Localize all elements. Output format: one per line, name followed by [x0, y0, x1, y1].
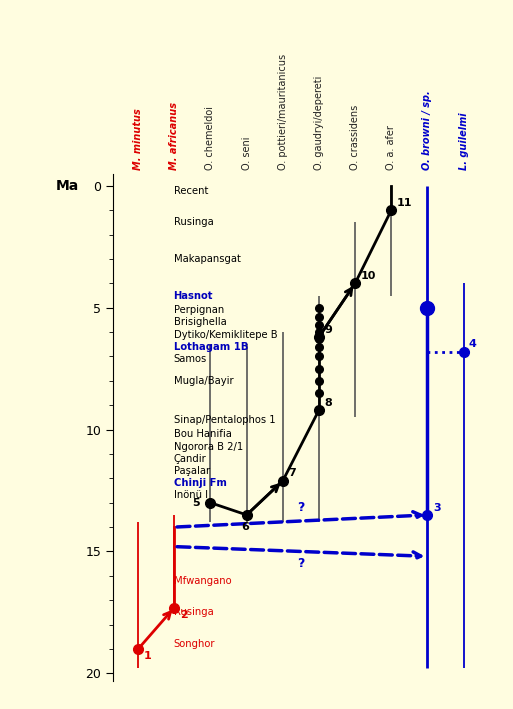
Text: 9: 9	[324, 325, 332, 335]
Text: Inönü I: Inönü I	[173, 491, 208, 501]
Text: Perpignan: Perpignan	[173, 305, 224, 316]
Text: Hasnot: Hasnot	[173, 291, 213, 301]
Text: O. browni / sp.: O. browni / sp.	[422, 91, 432, 170]
Text: Dytiko/Kemiklitepe B: Dytiko/Kemiklitepe B	[173, 330, 277, 340]
Text: O. seni: O. seni	[242, 137, 252, 170]
Text: 1: 1	[144, 652, 151, 661]
Text: Lothagam 1B: Lothagam 1B	[173, 342, 248, 352]
Text: Songhor: Songhor	[173, 639, 215, 649]
Text: O. chemeldoi: O. chemeldoi	[206, 106, 215, 170]
Text: Makapansgat: Makapansgat	[173, 254, 241, 264]
Text: M. africanus: M. africanus	[169, 102, 180, 170]
Text: Chinji Fm: Chinji Fm	[173, 479, 226, 489]
Text: 6: 6	[241, 522, 249, 532]
Text: Rusinga: Rusinga	[173, 608, 213, 618]
Text: O. a. afer: O. a. afer	[386, 125, 396, 170]
Text: Brisighella: Brisighella	[173, 318, 226, 328]
Text: 8: 8	[324, 398, 332, 408]
Text: Recent: Recent	[173, 186, 208, 196]
Text: ?: ?	[297, 501, 305, 514]
Text: 5: 5	[192, 498, 200, 508]
Text: 2: 2	[180, 610, 187, 620]
Text: Ma: Ma	[56, 179, 79, 193]
Text: O. crassidens: O. crassidens	[350, 105, 360, 170]
Text: 11: 11	[397, 198, 412, 208]
Text: Ngorora B 2/1: Ngorora B 2/1	[173, 442, 243, 452]
Text: Sinap/Pentalophos 1: Sinap/Pentalophos 1	[173, 415, 275, 425]
Text: Mfwangano: Mfwangano	[173, 576, 231, 586]
Text: 7: 7	[288, 469, 296, 479]
Text: ?: ?	[297, 557, 305, 570]
Text: O. gaudryi/depereti: O. gaudryi/depereti	[314, 76, 324, 170]
Text: Paşalar: Paşalar	[173, 466, 210, 476]
Text: Çandir: Çandir	[173, 454, 206, 464]
Text: O. pottieri/mauritanicus: O. pottieri/mauritanicus	[278, 55, 288, 170]
Text: 4: 4	[469, 340, 477, 350]
Text: 10: 10	[361, 271, 376, 281]
Text: Rusinga: Rusinga	[173, 218, 213, 228]
Text: 3: 3	[433, 503, 441, 513]
Text: Samos: Samos	[173, 354, 207, 364]
Text: M. minutus: M. minutus	[133, 108, 143, 170]
Text: L. guilelmi: L. guilelmi	[459, 113, 468, 170]
Text: Mugla/Bayir: Mugla/Bayir	[173, 376, 233, 386]
Text: Bou Hanifia: Bou Hanifia	[173, 430, 231, 440]
